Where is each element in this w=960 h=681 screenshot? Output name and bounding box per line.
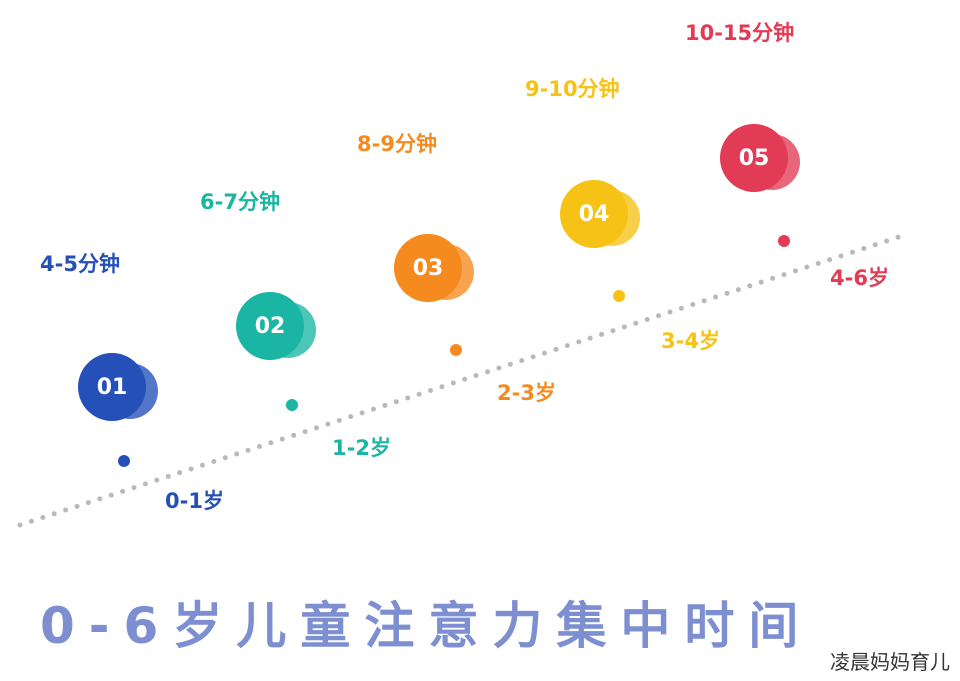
stage-05-badge: 05 [720, 124, 812, 194]
stage-05-age-label: 4-6岁 [830, 266, 889, 290]
stage-02-marker-dot [286, 399, 298, 411]
stage-03-badge: 03 [394, 234, 486, 304]
stage-03-marker-dot [450, 344, 462, 356]
stage-05-marker-dot [778, 235, 790, 247]
page-title: 0-6岁儿童注意力集中时间 [40, 597, 813, 655]
stage-number: 04 [560, 180, 628, 248]
stage-01-marker-dot [118, 455, 130, 467]
stage-04-marker-dot [613, 290, 625, 302]
stage-01-badge: 01 [78, 353, 170, 423]
stage-02-badge: 02 [236, 292, 328, 362]
stage-02-age-label: 1-2岁 [332, 436, 391, 460]
stage-number: 02 [236, 292, 304, 360]
stage-05-duration-label: 10-15分钟 [685, 21, 795, 45]
stage-04-age-label: 3-4岁 [661, 329, 720, 353]
stage-01-duration-label: 4-5分钟 [40, 252, 120, 276]
stage-number: 05 [720, 124, 788, 192]
stage-number: 03 [394, 234, 462, 302]
stage-03-age-label: 2-3岁 [497, 381, 556, 405]
stage-number: 01 [78, 353, 146, 421]
stage-01-age-label: 0-1岁 [165, 489, 224, 513]
stage-04-duration-label: 9-10分钟 [525, 77, 620, 101]
stage-03-duration-label: 8-9分钟 [357, 132, 437, 156]
stage-02-duration-label: 6-7分钟 [200, 190, 280, 214]
watermark: 凌晨妈妈育儿 [830, 650, 950, 674]
stage-04-badge: 04 [560, 180, 652, 250]
